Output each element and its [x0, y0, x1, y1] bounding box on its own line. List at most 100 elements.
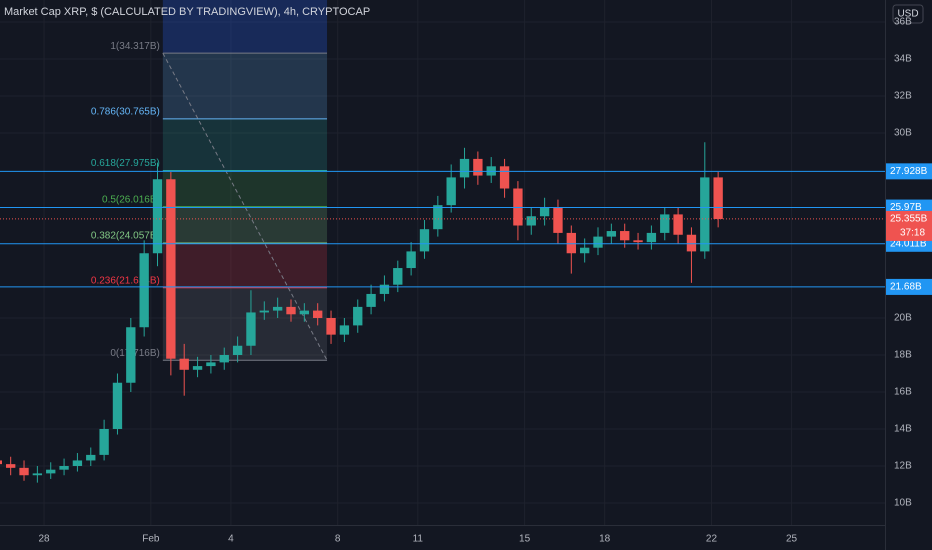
candle-body: [0, 460, 3, 465]
candle-body: [686, 234, 697, 252]
candle-body: [700, 177, 710, 252]
fib-label: 0.618(27.975B): [91, 158, 160, 169]
y-tick-label: 32B: [894, 91, 912, 102]
candle-body: [633, 240, 643, 243]
x-tick-label: 18: [599, 534, 611, 545]
candle-body: [46, 469, 56, 474]
candle-body: [419, 229, 430, 252]
grid: [0, 0, 885, 525]
fib-trend-line: [162, 52, 328, 361]
candle-body: [86, 454, 96, 461]
candle-body: [72, 460, 83, 466]
price-label-box: [886, 278, 932, 295]
fib-zone: [162, 242, 328, 288]
axes: 10B 12B 14B 16B 18B 20B 30B 32B 34B 36B 28 Feb 4 8 11 1…: [38, 17, 932, 545]
candle-body: [539, 207, 550, 217]
y-tick-label: 36B: [894, 17, 912, 28]
candle-body: [139, 253, 149, 328]
fib-retracement: 1(34.317B) 0.786(30.765B) 0.618(27.975B) 0.…: [91, 0, 328, 361]
candle-body: [59, 465, 69, 470]
fib-zone: [162, 206, 328, 243]
price-label: 25.97B: [890, 202, 922, 213]
fib-zone: [162, 53, 328, 119]
y-tick-label: 14B: [894, 424, 912, 435]
candle-body: [152, 179, 163, 254]
y-tick-label: 20B: [894, 313, 912, 324]
fib-zone: [162, 118, 328, 171]
last-price-box: [886, 210, 932, 241]
candle-body: [166, 179, 176, 359]
fib-zone: [162, 287, 328, 361]
fib-label: 0.236(21.634B): [91, 275, 160, 286]
candle-body: [353, 306, 363, 326]
candle-body: [673, 214, 683, 235]
candle-body: [620, 231, 630, 241]
y-tick-label: 18B: [894, 350, 912, 361]
candle-body: [179, 358, 189, 370]
last-price-label: 25.355B: [890, 214, 928, 225]
candle-body: [206, 362, 216, 367]
candle-body: [473, 158, 483, 176]
candle-body: [246, 312, 256, 346]
candle-body: [32, 473, 43, 476]
currency-button[interactable]: [892, 4, 924, 24]
candle-body: [272, 306, 283, 311]
chart-title: Market Cap XRP, $ (CALCULATED BY TRADING…: [4, 6, 370, 18]
candle-body: [606, 231, 617, 237]
candle-body: [499, 166, 510, 189]
x-tick-label: Feb: [142, 534, 160, 545]
candle-body: [406, 251, 416, 269]
candle-body: [566, 232, 576, 254]
y-tick-label: 16B: [894, 387, 912, 398]
x-tick-label: 28: [38, 534, 50, 545]
candle-body: [553, 207, 563, 233]
x-tick-label: 25: [786, 534, 798, 545]
candle-body: [660, 214, 670, 233]
candles: [0, 142, 723, 483]
y-tick-label: 10B: [894, 498, 912, 509]
fib-label: 1(34.317B): [110, 41, 159, 52]
candle-body: [192, 366, 203, 370]
price-label-box: [886, 163, 932, 180]
fib-range-highlight: [162, 0, 328, 54]
candle-body: [232, 345, 243, 355]
candle-body: [99, 428, 109, 455]
fib-label: 0.5(26.016B): [102, 194, 160, 205]
candle-body: [19, 467, 29, 476]
candle-body: [126, 327, 136, 383]
fib-zone: [162, 170, 328, 207]
candle-body: [286, 306, 296, 315]
overlays: [0, 170, 885, 288]
y-tick-label: 30B: [894, 128, 912, 139]
candle-body: [433, 205, 443, 230]
candle-body: [326, 317, 336, 335]
candle-body: [446, 177, 456, 206]
candle-body: [393, 268, 403, 285]
candle-body: [646, 232, 657, 243]
candle-body: [459, 158, 470, 178]
candle-body: [593, 236, 603, 248]
candle-body: [526, 216, 536, 226]
candle-body: [339, 325, 350, 335]
currency-label: USD: [897, 9, 918, 20]
x-tick-label: 8: [335, 534, 341, 545]
x-tick-label: 22: [706, 534, 718, 545]
candle-body: [6, 464, 16, 468]
candle-body: [366, 293, 376, 307]
price-label: 21.68B: [890, 282, 922, 293]
x-tick-label: 4: [228, 534, 234, 545]
candle-body: [112, 382, 123, 429]
price-label: 24.011B: [890, 238, 927, 249]
countdown-label: 37:18: [900, 228, 925, 239]
price-label: 27.928B: [890, 166, 928, 177]
y-tick-label: 34B: [894, 54, 912, 65]
x-tick-label: 15: [519, 534, 531, 545]
candle-body: [259, 310, 269, 313]
candle-body: [379, 284, 390, 294]
candle-body: [713, 177, 723, 220]
fib-label: 0.786(30.765B): [91, 106, 160, 117]
candle-body: [513, 188, 523, 226]
